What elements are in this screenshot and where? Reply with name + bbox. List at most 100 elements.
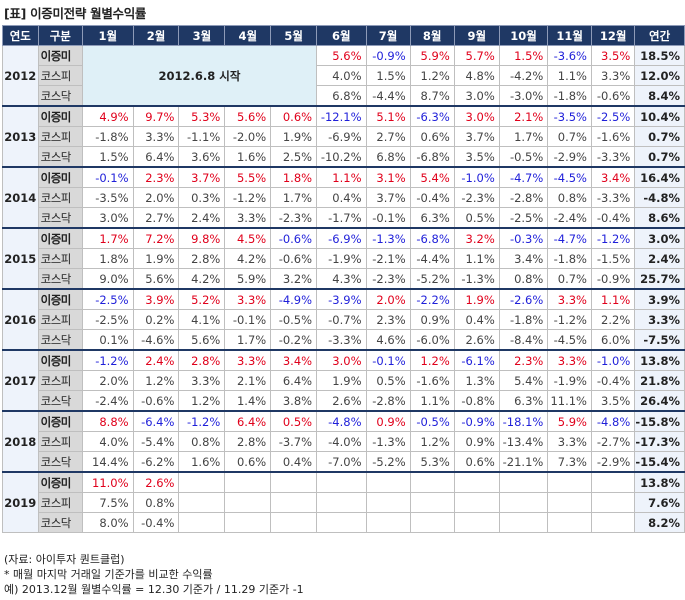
value-cell: 1.9%: [270, 126, 318, 147]
annual-cell: 2.4%: [634, 248, 685, 269]
value-cell: -1.8%: [547, 248, 592, 269]
value-cell: [547, 471, 592, 493]
value-cell: -1.1%: [178, 126, 226, 147]
value-cell: -2.5%: [81, 309, 134, 330]
value-cell: 2.7%: [365, 126, 411, 147]
table-row: 2014 이증미 -0.1% 2.3% 3.7% 5.5% 1.8% 1.1% 3.1% 5.4%…: [2, 166, 685, 229]
value-cell: 5.6%: [178, 329, 226, 351]
value-cell: 2.1%: [498, 105, 549, 127]
example-note: 예) 2013.12월 월별수익률 = 12.30 기준가 / 11.29 기준…: [4, 583, 304, 596]
column-header: 10월: [498, 25, 549, 46]
value-cell: [224, 512, 272, 533]
value-cell: [270, 492, 318, 513]
value-cell: [270, 471, 318, 493]
value-cell: -0.5%: [409, 410, 455, 432]
value-cell: 2.3%: [132, 166, 180, 188]
value-cell: [409, 512, 455, 533]
header-row: 연도 구분 1월 2월 3월 4월 5월 6월 7월 8월 9월 10월 11월 12월 연간: [2, 25, 685, 46]
value-cell: 3.4%: [498, 248, 549, 269]
value-cell: -6.8%: [409, 146, 455, 168]
value-cell: -2.3%: [453, 187, 500, 208]
value-cell: -4.5%: [547, 166, 592, 188]
category-cell: 코스피: [37, 370, 83, 391]
start-note: 2012.6.8 시작: [81, 45, 318, 107]
value-cell: 0.3%: [178, 187, 226, 208]
column-header: 12월: [590, 25, 636, 46]
value-cell: 5.9%: [224, 268, 272, 290]
value-cell: -4.7%: [547, 227, 592, 249]
value-cell: 2.8%: [178, 349, 226, 371]
value-cell: 9.7%: [132, 105, 180, 127]
annual-cell: 8.2%: [634, 512, 685, 533]
value-cell: -6.3%: [409, 105, 455, 127]
value-cell: [498, 471, 549, 493]
value-cell: 6.4%: [270, 370, 318, 391]
value-cell: 1.3%: [453, 370, 500, 391]
value-cell: 1.1%: [409, 390, 455, 412]
value-cell: -1.2%: [547, 309, 592, 330]
value-cell: [178, 512, 226, 533]
value-cell: 2.7%: [132, 207, 180, 229]
value-cell: -1.7%: [316, 207, 367, 229]
table-row: 2015 이증미 1.7% 7.2% 9.8% 4.5% -0.6% -6.9% -1.3% -6…: [2, 227, 685, 290]
value-cell: -0.6%: [270, 227, 318, 249]
value-cell: -3.3%: [590, 146, 636, 168]
value-cell: [409, 471, 455, 493]
value-cell: [547, 512, 592, 533]
value-cell: 3.2%: [270, 268, 318, 290]
value-cell: 1.5%: [365, 65, 411, 86]
value-cell: 4.5%: [224, 227, 272, 249]
table-row: 코스피 -1.8% 3.3% -1.1% -2.0% 1.9% -6.9% 2.7% 0.6% 3…: [3, 126, 685, 147]
value-cell: -1.2%: [178, 410, 226, 432]
category-cell: 이증미: [37, 471, 83, 493]
value-cell: -0.1%: [365, 207, 411, 229]
value-cell: -6.4%: [132, 410, 180, 432]
value-cell: 5.1%: [365, 105, 411, 127]
column-header: 6월: [316, 25, 367, 46]
value-cell: 4.2%: [178, 268, 226, 290]
value-cell: -2.2%: [409, 288, 455, 310]
annual-cell: 12.0%: [634, 65, 685, 86]
value-cell: -4.6%: [132, 329, 180, 351]
category-cell: 코스피: [37, 65, 83, 86]
value-cell: 0.8%: [547, 187, 592, 208]
table-row: 코스닥 6.8% -4.4% 8.7% 3.0% -3.0% -1.8% -0.6% 8.4%: [3, 85, 685, 107]
value-cell: [453, 471, 500, 493]
table-row: 코스닥 14.4% -6.2% 1.6% 0.6% 0.4% -7.0% -5.2% 5.3% 0…: [3, 451, 685, 473]
value-cell: -5.4%: [132, 431, 180, 452]
value-cell: 0.6%: [224, 451, 272, 473]
column-header: 7월: [365, 25, 411, 46]
value-cell: 1.2%: [409, 431, 455, 452]
value-cell: 0.5%: [365, 370, 411, 391]
value-cell: -1.8%: [498, 309, 549, 330]
value-cell: 3.3%: [590, 65, 636, 86]
value-cell: -4.8%: [316, 410, 367, 432]
category-cell: 코스피: [37, 492, 83, 513]
value-cell: 3.2%: [453, 227, 500, 249]
value-cell: 1.9%: [453, 288, 500, 310]
value-cell: -3.5%: [547, 105, 592, 127]
value-cell: -1.3%: [365, 431, 411, 452]
value-cell: -2.4%: [81, 390, 134, 412]
value-cell: -3.9%: [316, 288, 367, 310]
value-cell: -2.4%: [547, 207, 592, 229]
table-title: [표] 이증미전략 월별수익률: [4, 6, 147, 21]
value-cell: -1.9%: [316, 248, 367, 269]
column-header: 11월: [547, 25, 592, 46]
value-cell: -1.8%: [81, 126, 134, 147]
value-cell: [316, 492, 367, 513]
table-row: 2016 이증미 -2.5% 3.9% 5.2% 3.3% -4.9% -3.9% 2.0% -2…: [2, 288, 685, 351]
value-cell: 8.8%: [81, 410, 134, 432]
value-cell: 1.8%: [270, 166, 318, 188]
value-cell: -2.1%: [365, 248, 411, 269]
value-cell: 5.4%: [498, 370, 549, 391]
category-cell: 이증미: [37, 288, 83, 310]
table-row: 코스피 4.0% 1.5% 1.2% 4.8% -4.2% 1.1% 3.3% 12.0%: [3, 65, 685, 86]
value-cell: 3.0%: [453, 85, 500, 107]
value-cell: -18.1%: [498, 410, 549, 432]
value-cell: -1.2%: [224, 187, 272, 208]
value-cell: -4.5%: [547, 329, 592, 351]
year-cell: 2015: [2, 227, 39, 290]
value-cell: -6.2%: [132, 451, 180, 473]
value-cell: 3.3%: [224, 288, 272, 310]
